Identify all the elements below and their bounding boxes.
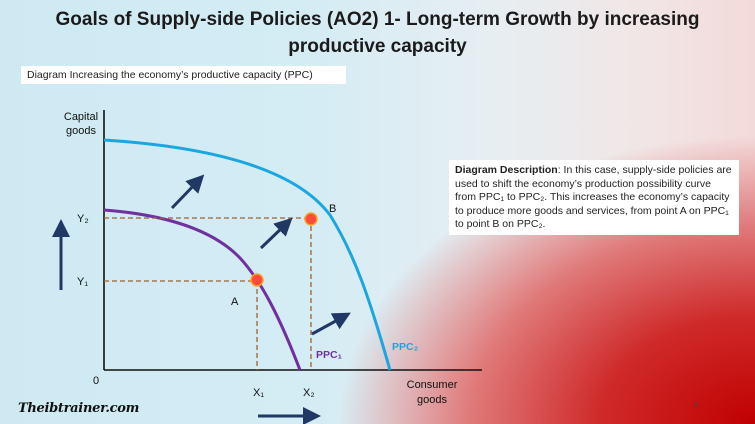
point-a-label: A bbox=[231, 296, 239, 308]
point-b-marker bbox=[304, 212, 318, 226]
ppc2-label: PPC₂ bbox=[392, 341, 419, 353]
title-line-2: productive capacity bbox=[288, 36, 467, 57]
description-heading: Diagram Description bbox=[455, 164, 558, 176]
y2-label: Y₂ bbox=[77, 213, 89, 225]
title-line-1: Goals of Supply-side Policies (AO2) 1- L… bbox=[55, 9, 700, 30]
point-b-label: B bbox=[329, 203, 336, 215]
ppc1-label: PPC₁ bbox=[316, 349, 342, 361]
x-axis-label-1: Consumer bbox=[407, 379, 458, 391]
page-number: 6 bbox=[694, 402, 698, 409]
diagram-caption: Diagram Increasing the economy’s product… bbox=[21, 66, 346, 84]
slide-title: Goals of Supply-side Policies (AO2) 1- L… bbox=[0, 6, 755, 60]
guide-lines bbox=[104, 217, 312, 370]
x2-label: X₂ bbox=[303, 387, 315, 399]
y1-label: Y₁ bbox=[77, 276, 88, 288]
origin-label: 0 bbox=[93, 375, 99, 387]
x1-label: X₁ bbox=[253, 387, 264, 399]
description-box: Diagram Description: In this case, suppl… bbox=[449, 160, 739, 235]
ppc1-curve bbox=[103, 208, 302, 371]
shift-arrows bbox=[52, 174, 351, 424]
x-axis-label-2: goods bbox=[417, 394, 447, 406]
y-axis-label-2: goods bbox=[66, 125, 96, 137]
point-a-marker bbox=[250, 273, 264, 287]
brand-logo: Theibtrainer.com bbox=[18, 401, 140, 416]
ppc2-curve bbox=[103, 138, 392, 371]
description-text: : In this case, supply-side policies are… bbox=[455, 164, 732, 230]
y-axis-label-1: Capital bbox=[64, 111, 98, 123]
